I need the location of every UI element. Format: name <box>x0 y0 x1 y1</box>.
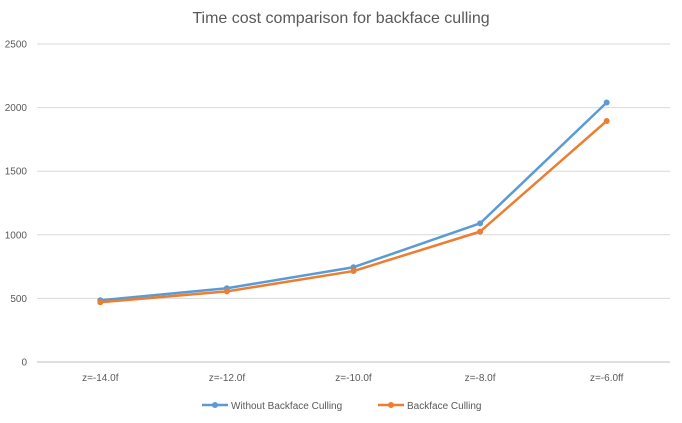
y-tick-label: 1500 <box>5 167 28 178</box>
gridlines <box>37 43 670 299</box>
legend: Without Backface Culling Backface Cullin… <box>202 401 481 412</box>
data-point <box>350 268 357 275</box>
y-tick-label: 500 <box>10 294 27 305</box>
x-tick-label: z=-12.0f <box>209 373 246 384</box>
x-tick-label: z=-6.0ff <box>590 373 624 384</box>
legend-marker-backface-culling <box>388 402 394 408</box>
x-tick-label: z=-14.0f <box>82 373 119 384</box>
data-point <box>97 299 104 306</box>
series-line <box>100 120 608 304</box>
y-tick-label: 1000 <box>5 230 28 241</box>
data-point <box>603 117 610 124</box>
series-1 <box>97 117 610 306</box>
x-tick-label: z=-10.0f <box>335 373 372 384</box>
chart-title: Time cost comparison for backface cullin… <box>192 10 489 27</box>
x-axis-ticks: z=-14.0f z=-12.0f z=-10.0f z=-8.0f z=-6.0ff <box>82 373 624 384</box>
series-group <box>97 99 610 306</box>
y-tick-label: 0 <box>21 358 27 369</box>
data-point <box>603 99 610 106</box>
data-point <box>477 228 484 235</box>
data-point <box>477 220 484 227</box>
x-tick-label: z=-8.0f <box>465 373 496 384</box>
y-axis-ticks: 0 500 1000 1500 2000 2500 <box>5 40 28 369</box>
legend-label-without-culling: Without Backface Culling <box>231 401 342 412</box>
data-point <box>223 288 230 295</box>
legend-label-backface-culling: Backface Culling <box>407 401 481 412</box>
legend-item-without-culling: Without Backface Culling <box>202 401 342 412</box>
y-tick-label: 2000 <box>5 103 28 114</box>
legend-marker-without-culling <box>212 402 218 408</box>
legend-item-backface-culling: Backface Culling <box>378 401 481 412</box>
y-tick-label: 2500 <box>5 40 28 51</box>
